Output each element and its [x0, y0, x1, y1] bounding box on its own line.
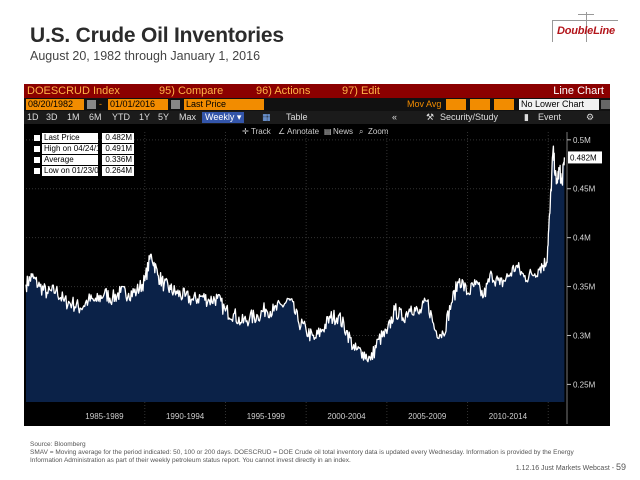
- mov-avg-field-1[interactable]: [446, 99, 466, 110]
- date-separator: -: [99, 99, 102, 109]
- y-tick-label: 0.4M: [573, 234, 591, 243]
- legend-row-average: Average 0.336M: [32, 155, 136, 166]
- legend-row-high: High on 04/24/15 0.491M: [32, 144, 136, 155]
- period-1m[interactable]: 1M: [67, 112, 80, 122]
- ticker-label[interactable]: DOESCRUD Index: [27, 85, 120, 97]
- legend-swatch: [34, 135, 40, 141]
- track-icon[interactable]: ✛: [242, 127, 249, 136]
- x-tick-label: 2000-2004: [327, 412, 366, 421]
- x-tick-label: 1995-1999: [247, 412, 286, 421]
- security-study-button[interactable]: Security/Study: [440, 112, 499, 122]
- chart-legend: Last Price 0.482M High on 04/24/15 0.491…: [32, 133, 136, 177]
- disclaimer: SMAV = Moving average for the period ind…: [30, 449, 574, 464]
- calendar-icon[interactable]: [87, 100, 96, 109]
- news-icon[interactable]: ▤: [324, 127, 332, 136]
- y-tick-label: 0.25M: [573, 380, 596, 389]
- page-subtitle: August 20, 1982 through January 1, 2016: [30, 49, 261, 63]
- footnote: Source: Bloomberg SMAV = Moving average …: [30, 441, 590, 465]
- mov-avg-label: Mov Avg: [407, 99, 442, 109]
- slide-footer: 1.12.16 Just Markets Webcast - 59: [515, 462, 626, 472]
- logo-tick: [586, 12, 587, 42]
- source-line: Source: Bloomberg: [30, 441, 86, 448]
- legend-row-last-price: Last Price 0.482M: [32, 133, 136, 144]
- last-value-tag: [568, 151, 602, 164]
- actions-menu[interactable]: 96) Actions: [256, 85, 311, 97]
- annotate-tool[interactable]: Annotate: [287, 127, 320, 136]
- period-6m[interactable]: 6M: [89, 112, 102, 122]
- frequency-select[interactable]: Weekly ▾: [202, 112, 245, 123]
- y-tick-label: 0.45M: [573, 185, 596, 194]
- x-tick-label: 2010-2014: [489, 412, 528, 421]
- track-tool[interactable]: Track: [251, 127, 271, 136]
- period-bar: 1D 3D 1M 6M YTD 1Y 5Y Max Weekly ▾ ▦ Tab…: [24, 111, 610, 124]
- x-tick-label: 2005-2009: [408, 412, 447, 421]
- period-ytd[interactable]: YTD: [112, 112, 130, 122]
- legend-label: High on 04/24/15: [42, 144, 105, 154]
- price-field-select[interactable]: Last Price: [184, 99, 264, 110]
- page-title: U.S. Crude Oil Inventories: [30, 24, 284, 47]
- legend-label: Average: [42, 155, 98, 165]
- legend-swatch: [34, 146, 40, 152]
- period-1y[interactable]: 1Y: [139, 112, 151, 122]
- mov-avg-field-3[interactable]: [494, 99, 514, 110]
- calendar-icon[interactable]: [171, 100, 180, 109]
- x-tick-label: 1990-1994: [166, 412, 205, 421]
- end-date-field[interactable]: 01/01/2016: [108, 99, 168, 110]
- period-3d[interactable]: 3D: [46, 112, 58, 122]
- y-tick-label: 0.5M: [573, 136, 591, 145]
- period-5y[interactable]: 5Y: [158, 112, 170, 122]
- inventory-line: [25, 145, 566, 363]
- settings-bar: 08/20/1982 - 01/01/2016 Last Price Mov A…: [24, 98, 610, 111]
- lower-chart-select[interactable]: No Lower Chart: [519, 99, 599, 110]
- gear-icon[interactable]: ⚙: [586, 112, 595, 122]
- legend-label: Last Price: [42, 133, 98, 143]
- compare-menu[interactable]: 95) Compare: [159, 85, 224, 97]
- news-tool[interactable]: News: [333, 127, 354, 136]
- bloomberg-terminal: DOESCRUD Index 95) Compare 96) Actions 9…: [24, 84, 610, 426]
- period-1d[interactable]: 1D: [27, 112, 39, 122]
- collapse-icon[interactable]: «: [392, 112, 398, 122]
- mov-avg-field-2[interactable]: [470, 99, 490, 110]
- legend-swatch: [34, 157, 40, 163]
- event-button[interactable]: Event: [538, 112, 562, 122]
- inventory-chart: 0.25M 0.3M 0.35M 0.4M 0.45M 0.5M 1985-1989 199…: [25, 132, 602, 424]
- y-tick-label: 0.35M: [573, 283, 596, 292]
- legend-value: 0.491M: [102, 144, 134, 154]
- event-icon[interactable]: ▮: [524, 112, 529, 122]
- last-value-label: 0.482M: [570, 153, 597, 162]
- x-tick-label: 1985-1989: [85, 412, 124, 421]
- company-logo: DoubleLine: [552, 20, 618, 42]
- logo-text: DoubleLine: [557, 25, 615, 37]
- title-bar: DOESCRUD Index 95) Compare 96) Actions 9…: [24, 84, 610, 98]
- page-number: 59: [615, 462, 626, 472]
- legend-value: 0.482M: [102, 133, 134, 143]
- chart-type-icon[interactable]: ▦: [262, 112, 271, 122]
- legend-value: 0.336M: [102, 155, 134, 165]
- zoom-icon[interactable]: ⌕: [359, 127, 364, 136]
- chart-mode-label[interactable]: Line Chart: [553, 85, 604, 97]
- legend-value: 0.264M: [102, 166, 134, 176]
- legend-label: Low on 01/23/04: [42, 166, 104, 176]
- frequency-label: Weekly: [205, 112, 235, 122]
- period-max[interactable]: Max: [179, 112, 197, 122]
- edit-menu[interactable]: 97) Edit: [342, 85, 380, 97]
- table-button[interactable]: Table: [286, 112, 308, 122]
- legend-swatch: [34, 168, 40, 174]
- legend-row-low: Low on 01/23/04 0.264M: [32, 166, 136, 177]
- inventory-area: [26, 146, 565, 402]
- zoom-tool[interactable]: Zoom: [368, 127, 389, 136]
- security-study-icon[interactable]: ⚒: [426, 112, 435, 122]
- settings-gear-icon[interactable]: [601, 100, 610, 109]
- y-tick-label: 0.3M: [573, 331, 591, 340]
- logo-tick-h: [578, 14, 594, 15]
- annotate-icon[interactable]: ∠: [278, 127, 286, 136]
- start-date-field[interactable]: 08/20/1982: [26, 99, 84, 110]
